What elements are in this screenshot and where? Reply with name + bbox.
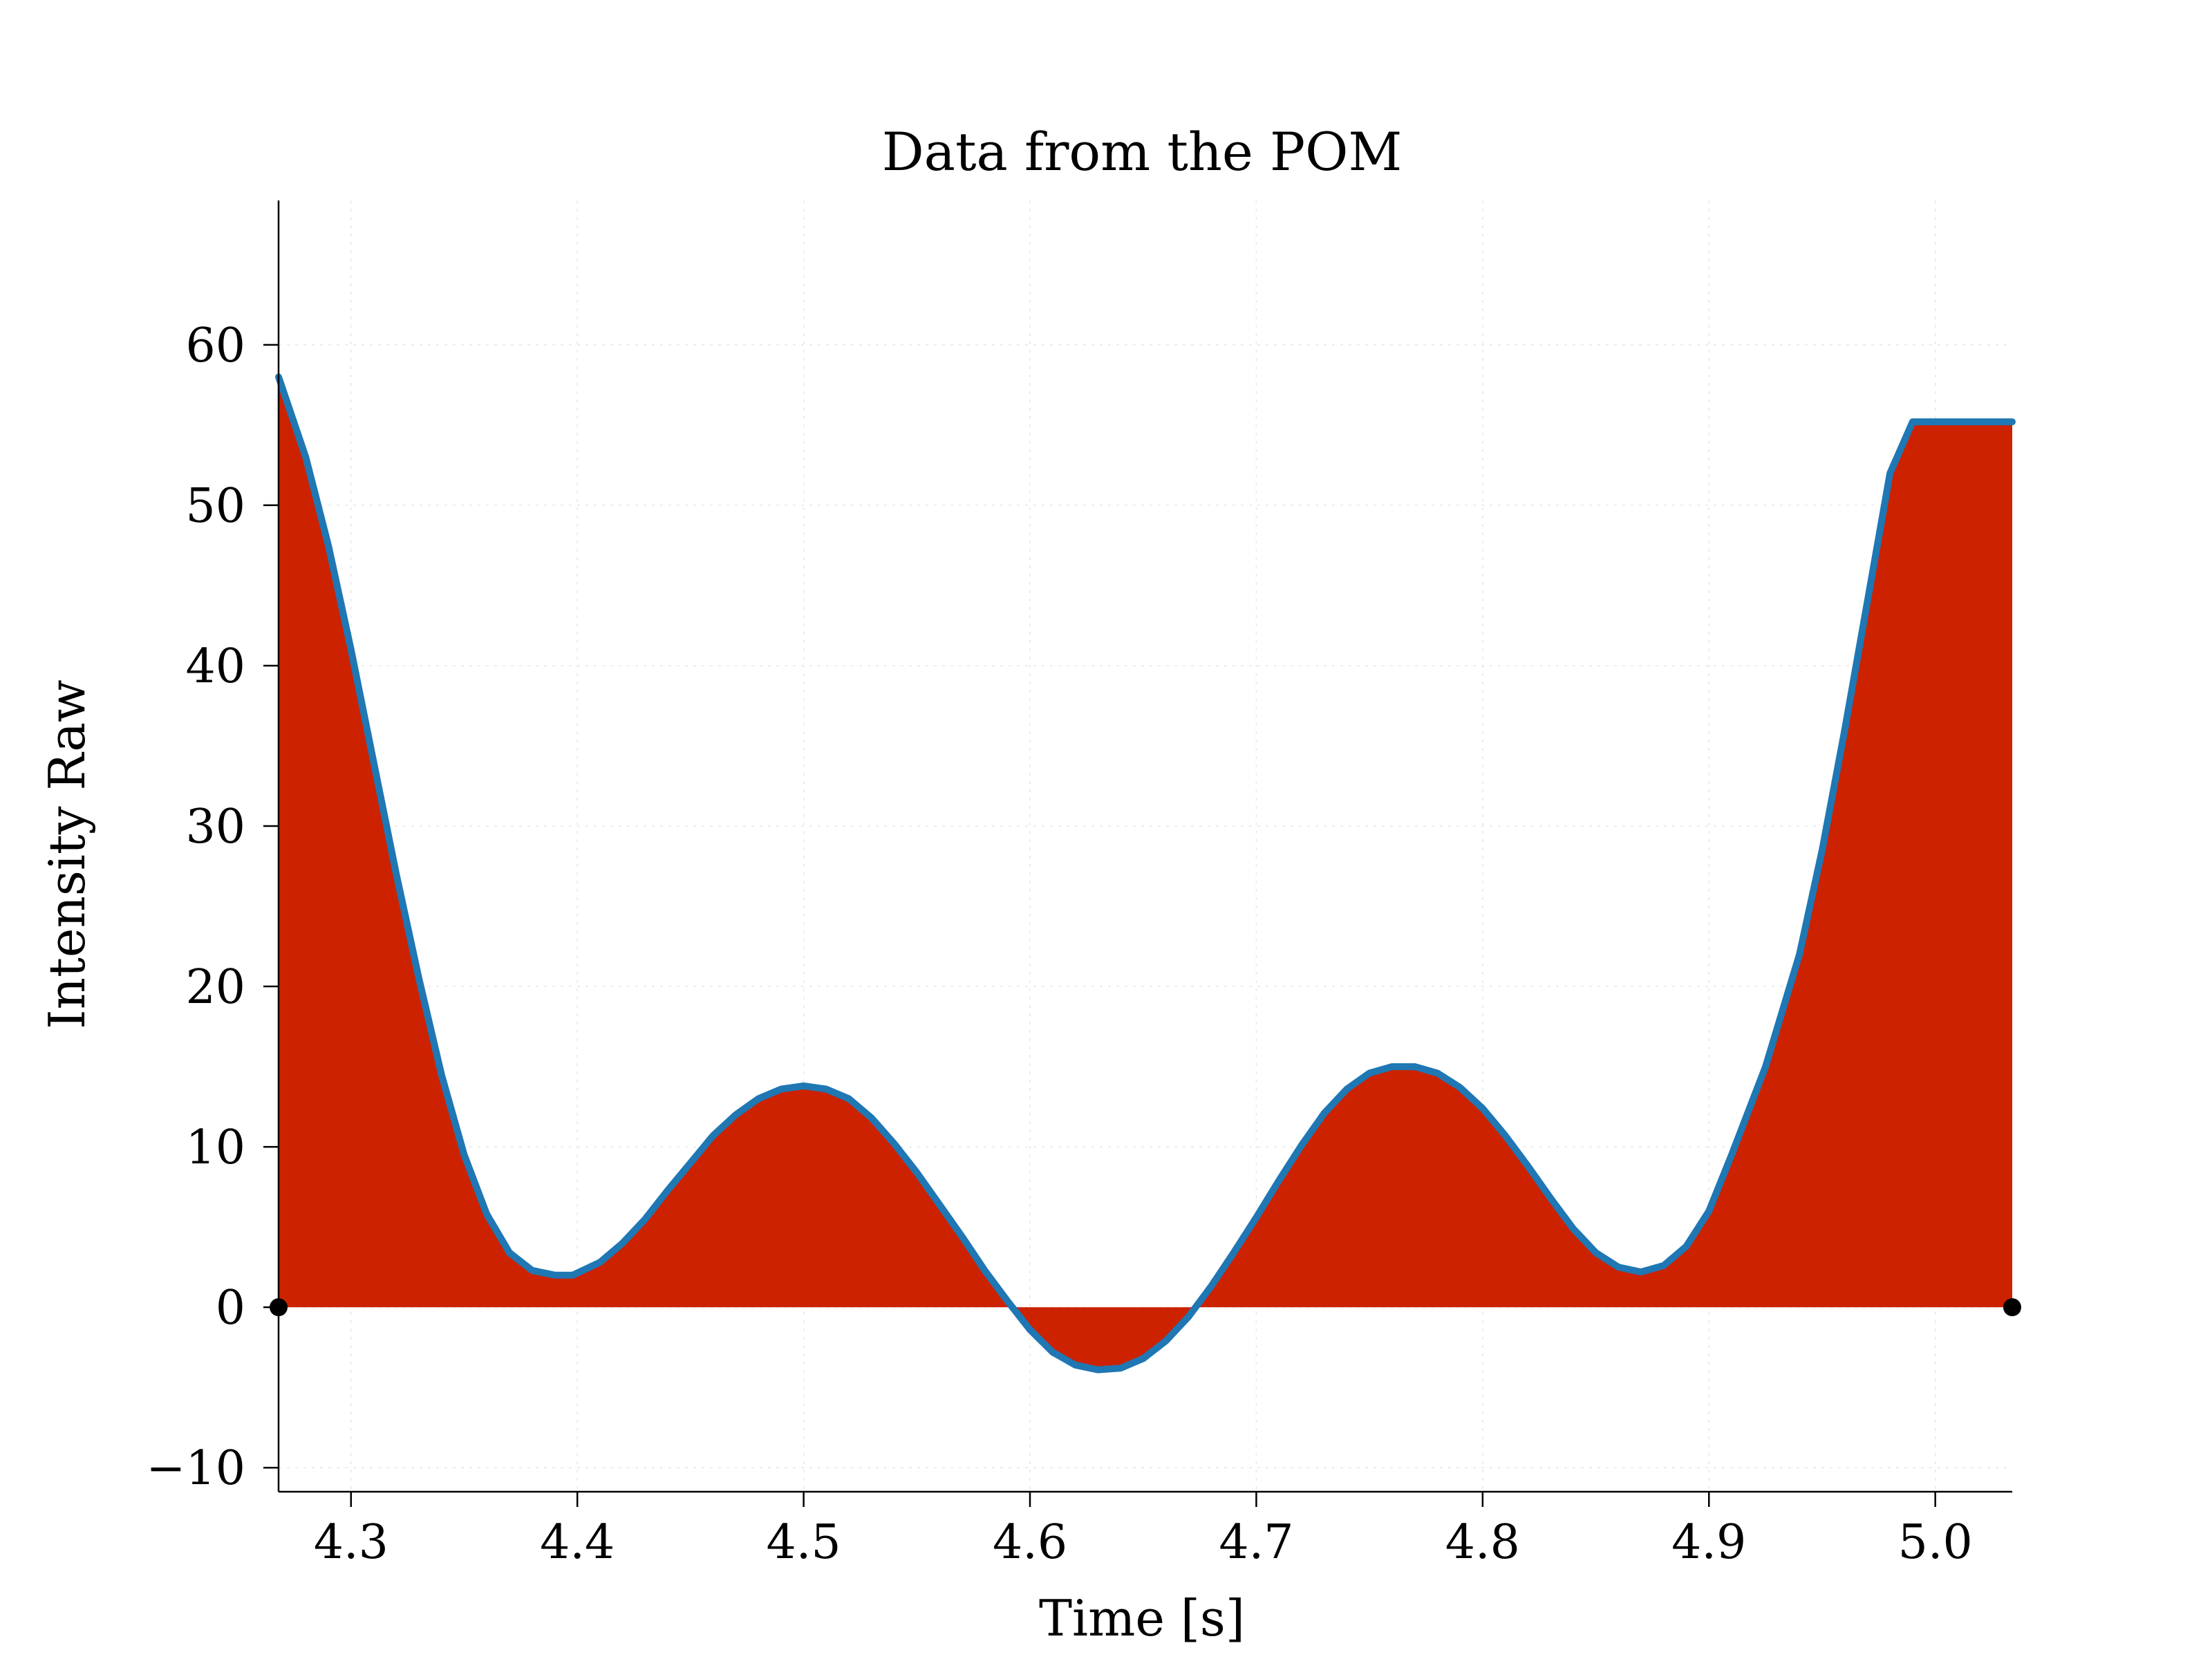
y-tick-label: 50 [185,479,245,534]
chart-title: Data from the POM [882,121,1403,182]
x-tick-label: 4.7 [1219,1515,1293,1570]
area-fill [279,377,2012,1370]
y-tick-label: −10 [146,1441,245,1496]
x-tick-label: 5.0 [1898,1515,1973,1570]
y-ticks: −10 0 10 20 30 40 50 60 [146,319,279,1496]
series-line [275,373,2016,1374]
x-tick-label: 4.5 [767,1515,841,1570]
y-tick-label: 10 [185,1121,245,1175]
y-tick-label: 20 [185,960,245,1015]
x-tick-label: 4.4 [540,1515,615,1570]
x-axis-title: Time [s] [1039,1589,1245,1647]
x-ticks: 4.3 4.4 4.5 4.6 4.7 4.8 4.9 5.0 [314,1492,1973,1570]
x-tick-label: 4.6 [993,1515,1067,1570]
y-tick-label: 30 [185,800,245,854]
y-tick-label: 40 [185,639,245,694]
y-tick-label: 60 [185,319,245,373]
y-tick-label: 0 [216,1281,245,1335]
x-tick-label: 4.9 [1671,1515,1746,1570]
zero-marker [2003,1298,2021,1317]
y-axis-title: Intensity Raw [38,679,96,1029]
x-tick-label: 4.3 [314,1515,388,1570]
grid-layer [279,200,2012,1492]
x-tick-label: 4.8 [1445,1515,1520,1570]
